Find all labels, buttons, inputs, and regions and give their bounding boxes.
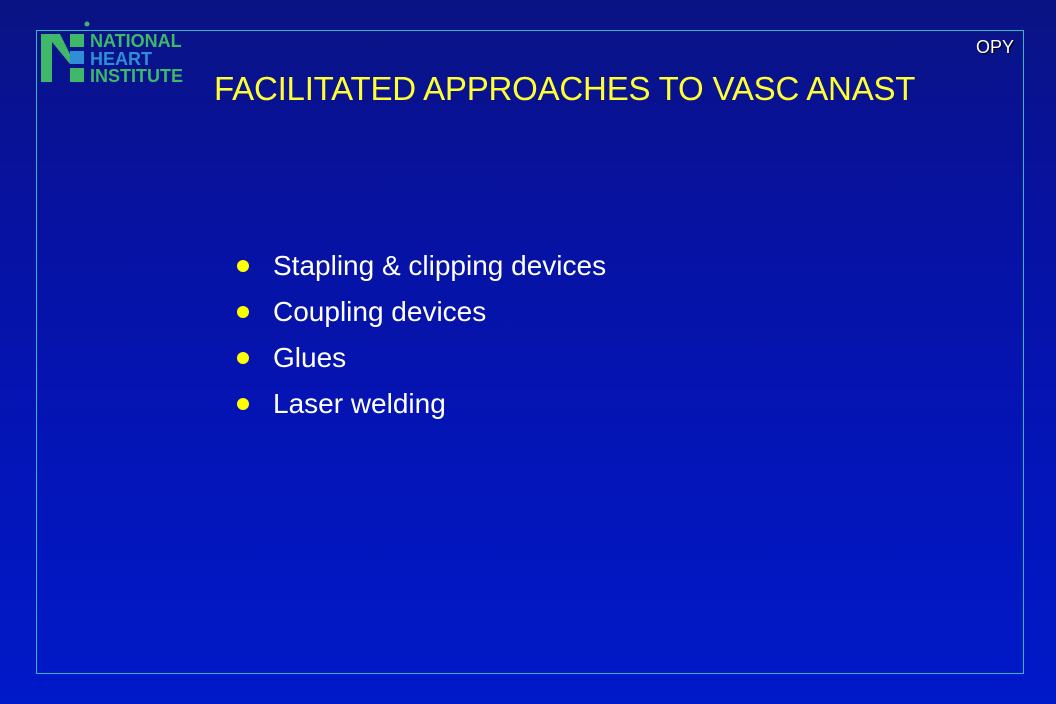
logo-text-heart: HEART xyxy=(90,49,152,69)
list-item: Laser welding xyxy=(235,381,606,427)
corner-tag: OPY xyxy=(975,37,1014,57)
slide-title: FACILITATED APPROACHES TO VASC ANAST xyxy=(214,70,916,107)
logo-text-institute: INSTITUTE xyxy=(90,66,183,86)
bullet-list: Stapling & clipping devices Coupling dev… xyxy=(235,243,606,427)
nhi-logo-icon: NATIONAL HEART INSTITUTE xyxy=(38,20,188,86)
bullet-text: Laser welding xyxy=(273,388,446,419)
logo-mark-icon xyxy=(41,21,90,82)
bullet-dot-icon xyxy=(237,260,249,272)
list-item: Coupling devices xyxy=(235,289,606,335)
slide-frame xyxy=(36,30,1024,674)
bullet-text: Glues xyxy=(273,342,347,373)
list-item: Stapling & clipping devices xyxy=(235,243,606,289)
list-item: Glues xyxy=(235,335,606,381)
logo-text-national: NATIONAL xyxy=(90,31,182,51)
bullet-dot-icon xyxy=(237,398,249,410)
bullet-dot-icon xyxy=(237,352,249,364)
bullet-dot-icon xyxy=(237,306,249,318)
bullet-text: Coupling devices xyxy=(273,296,487,327)
bullet-text: Stapling & clipping devices xyxy=(273,250,607,281)
